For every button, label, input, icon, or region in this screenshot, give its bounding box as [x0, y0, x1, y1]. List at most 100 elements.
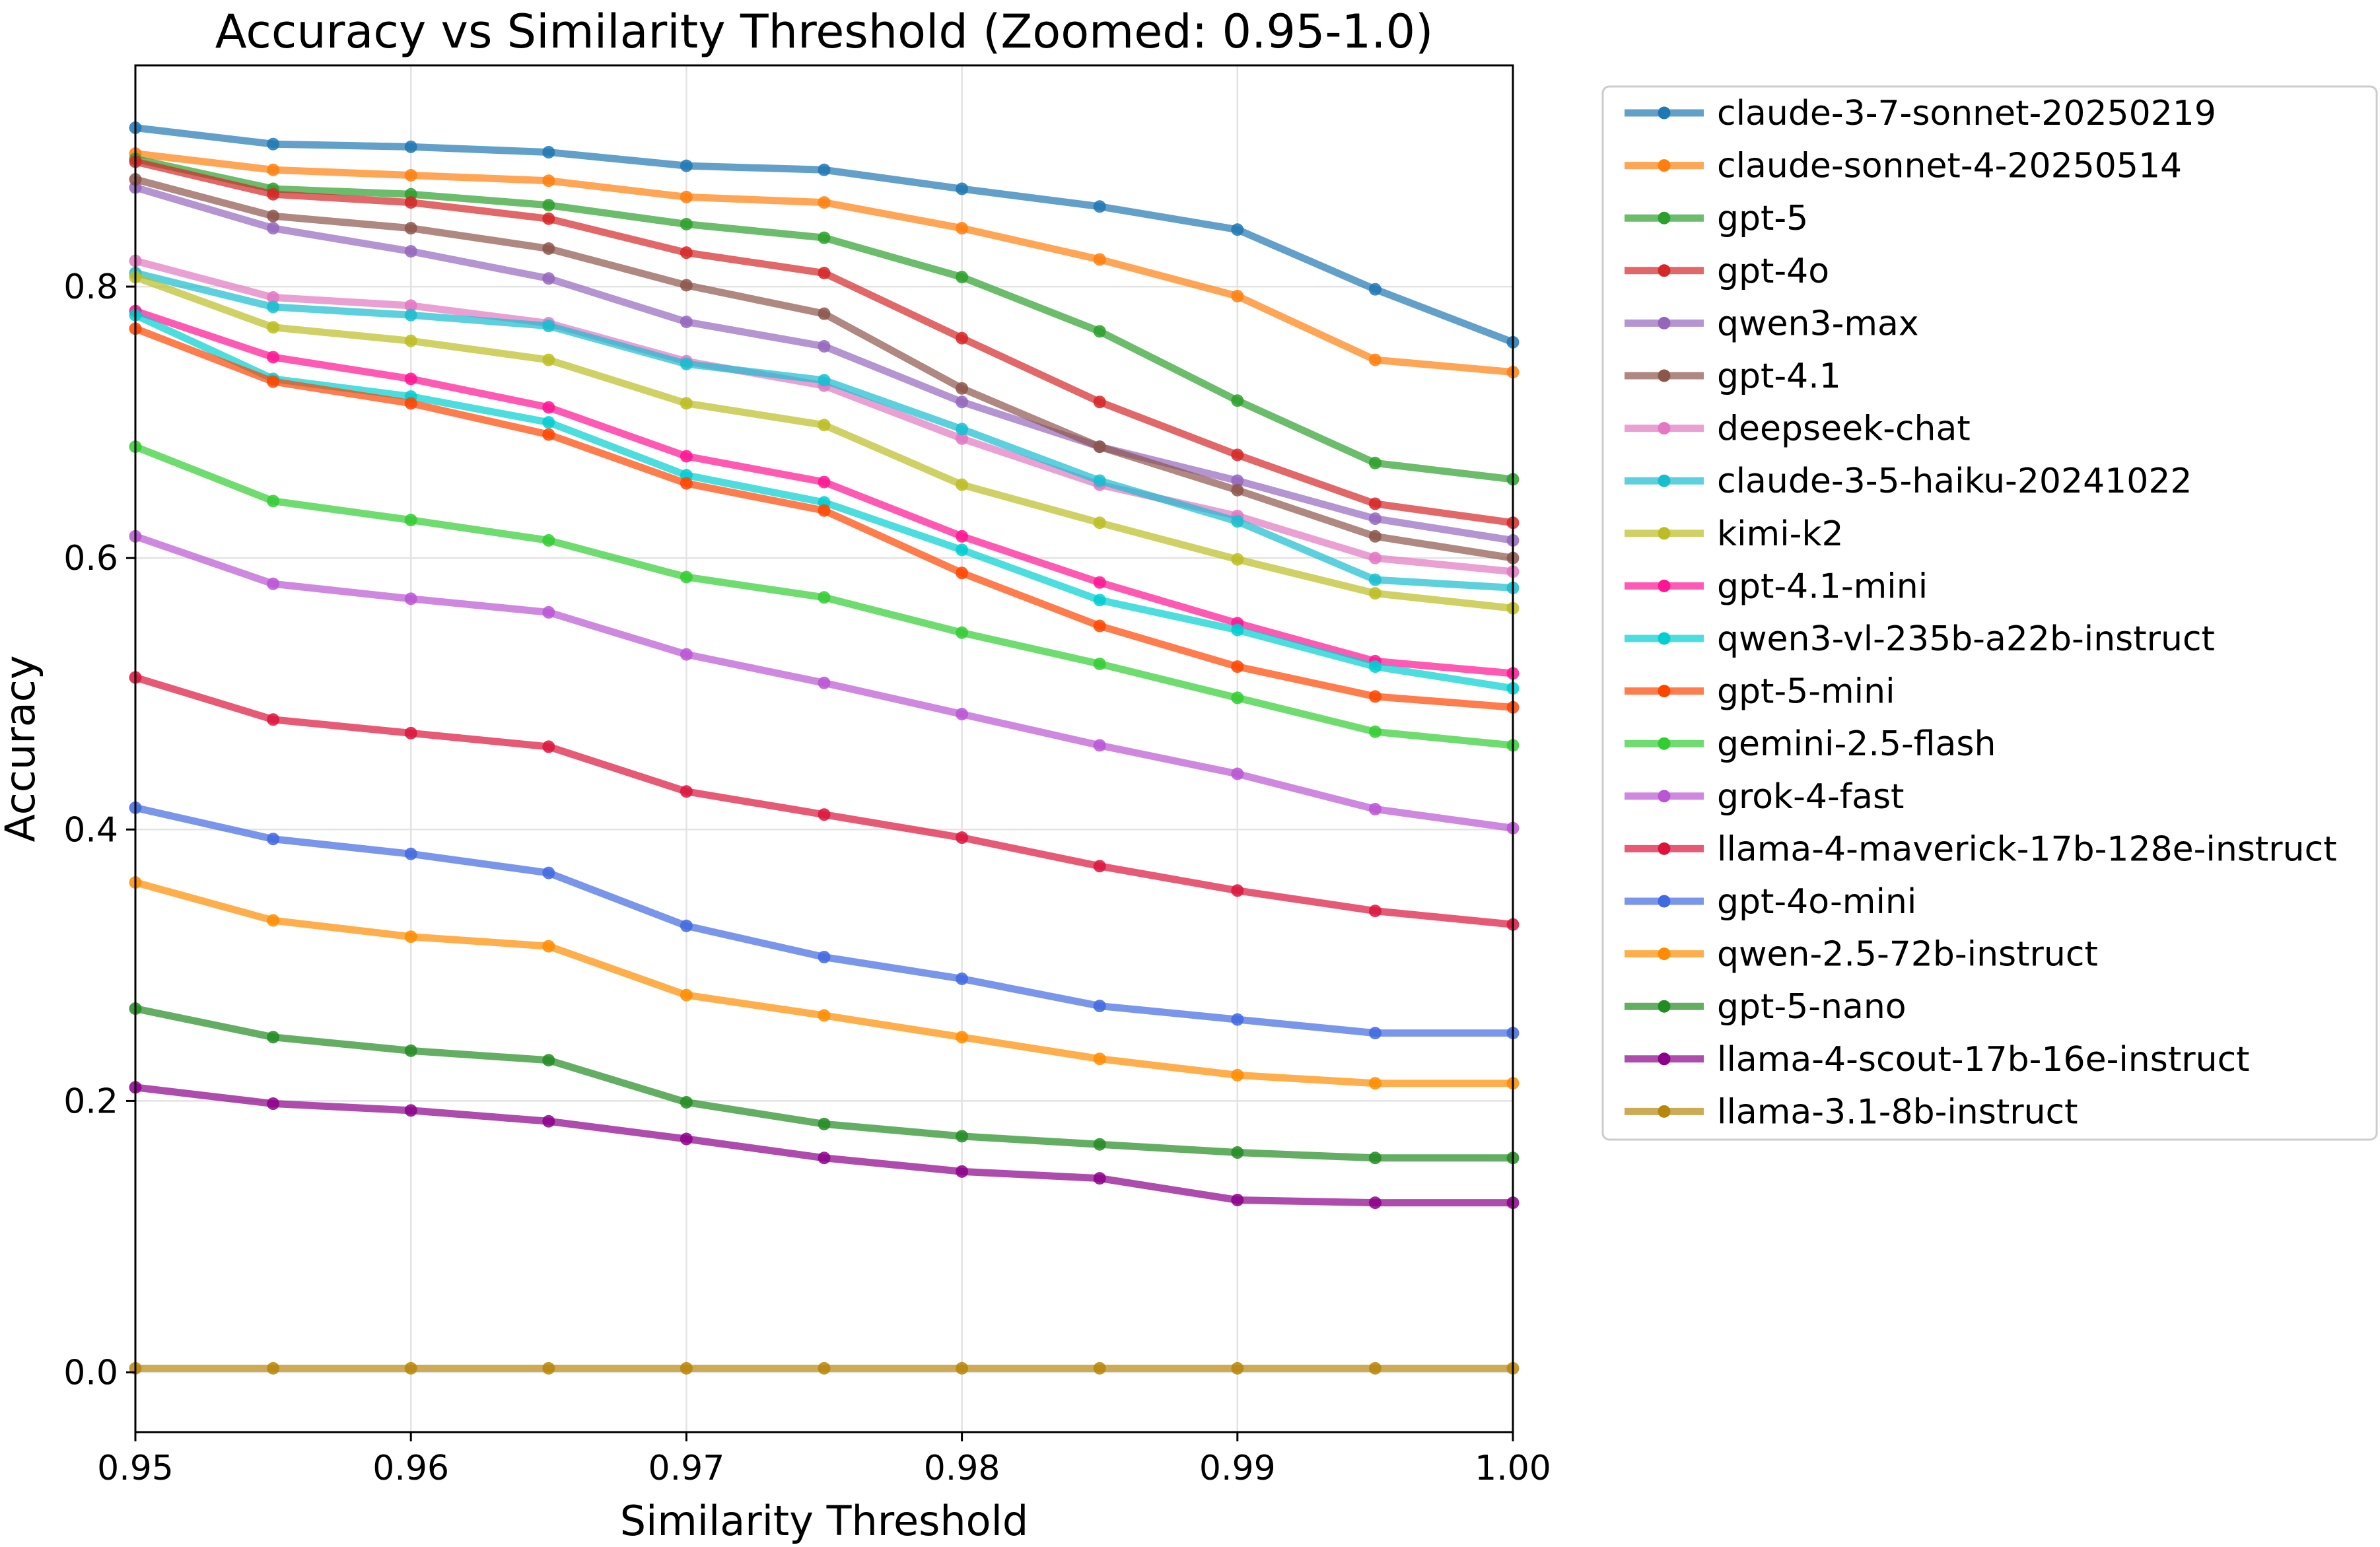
legend-swatch-marker [1658, 947, 1671, 961]
data-point [680, 570, 693, 584]
data-point [542, 320, 555, 333]
data-point [818, 374, 831, 387]
data-point [956, 530, 969, 543]
data-point [1368, 1361, 1382, 1375]
data-point [956, 382, 969, 395]
data-point [680, 1095, 693, 1109]
data-point [267, 321, 280, 334]
data-point [542, 866, 555, 879]
x-tick-label: 0.96 [372, 1449, 449, 1488]
data-point [1231, 884, 1244, 897]
legend-label: claude-3-5-haiku-20241022 [1717, 462, 2192, 501]
data-point [404, 222, 417, 235]
x-axis-label: Similarity Threshold [620, 1497, 1028, 1545]
legend-item: gpt-4.1-mini [1625, 567, 1928, 606]
data-point [956, 831, 969, 844]
data-point [1231, 1013, 1244, 1026]
data-point [1231, 1361, 1244, 1375]
series-llama-4-scout-17b-16e-instruct [129, 1081, 1520, 1210]
data-point [542, 605, 555, 619]
data-point [818, 1361, 831, 1375]
y-axis-label: Accuracy [0, 655, 44, 842]
data-point [818, 419, 831, 432]
data-point [1093, 1361, 1106, 1375]
data-point [956, 972, 969, 985]
data-point [956, 222, 969, 235]
data-point [542, 242, 555, 256]
legend-item: gemini-2.5-flash [1625, 724, 1996, 764]
data-point [404, 1044, 417, 1057]
legend-label: claude-sonnet-4-20250514 [1717, 147, 2182, 186]
data-point [1368, 1077, 1382, 1090]
legend-box [1601, 85, 2378, 1141]
data-point [1231, 1068, 1244, 1082]
data-point [680, 988, 693, 1002]
data-point [1368, 456, 1382, 469]
data-point [1093, 860, 1106, 873]
data-point [1368, 690, 1382, 703]
legend-label: gpt-4.1 [1717, 357, 1841, 396]
x-tick-label: 0.98 [924, 1449, 1000, 1488]
data-point [956, 1361, 969, 1375]
legend-item: qwen-2.5-72b-instruct [1625, 935, 2098, 975]
y-tick-label: 0.0 [63, 1354, 118, 1393]
data-point [818, 951, 831, 964]
grid [134, 65, 1514, 1432]
legend-item: deepseek-chat [1625, 409, 1971, 449]
data-point [267, 209, 280, 223]
data-point [1231, 223, 1244, 236]
data-point [818, 1009, 831, 1022]
data-point [1368, 530, 1382, 543]
legend-item: gpt-4.1 [1625, 357, 1841, 396]
data-point [680, 919, 693, 932]
data-point [1093, 576, 1106, 589]
data-point [1368, 551, 1382, 565]
data-point [1093, 253, 1106, 266]
data-point [267, 351, 280, 364]
legend-item: gpt-5-nano [1625, 987, 1907, 1027]
legend-label: gemini-2.5-flash [1717, 724, 1996, 764]
data-point [818, 196, 831, 209]
series-claude-3-7-sonnet-20250219 [129, 121, 1520, 349]
legend-label: kimi-k2 [1717, 514, 1844, 554]
series-claude-sonnet-4-20250514 [129, 147, 1520, 379]
y-tick-label: 0.4 [63, 810, 118, 850]
data-point [542, 1115, 555, 1128]
legend-item: claude-sonnet-4-20250514 [1625, 147, 2182, 186]
data-point [404, 196, 417, 209]
data-point [267, 495, 280, 508]
legend: claude-3-7-sonnet-20250219 claude-sonnet-… [1601, 85, 2378, 1141]
legend-label: gpt-5-mini [1717, 672, 1895, 712]
data-point [404, 334, 417, 347]
data-point [818, 231, 831, 244]
data-point [680, 279, 693, 292]
data-point [1368, 1196, 1382, 1210]
data-point [1368, 905, 1382, 918]
data-point [542, 212, 555, 225]
legend-item: llama-3.1-8b-instruct [1625, 1092, 2078, 1132]
x-tick-label: 1.00 [1475, 1449, 1551, 1488]
data-point [404, 930, 417, 944]
legend-swatch-marker [1658, 895, 1671, 908]
legend-swatch-marker [1658, 1105, 1671, 1118]
legend-swatch-marker [1658, 579, 1671, 592]
data-point [956, 1031, 969, 1044]
series-gpt-5-mini [129, 322, 1520, 714]
data-point [404, 169, 417, 182]
data-point [1231, 515, 1244, 528]
legend-swatch-marker [1658, 422, 1671, 435]
data-point [404, 308, 417, 322]
data-point [956, 1165, 969, 1178]
legend-label: gpt-5 [1717, 199, 1808, 238]
data-point [956, 271, 969, 284]
legend-item: llama-4-scout-17b-16e-instruct [1625, 1040, 2250, 1080]
data-point [404, 245, 417, 258]
data-point [542, 533, 555, 547]
legend-label: deepseek-chat [1717, 409, 1971, 449]
legend-label: llama-4-maverick-17b-128e-instruct [1717, 829, 2337, 869]
series-gpt-4.1 [129, 173, 1520, 565]
data-point [956, 543, 969, 557]
data-point [1368, 587, 1382, 600]
data-point [404, 397, 417, 410]
data-point [818, 1117, 831, 1130]
